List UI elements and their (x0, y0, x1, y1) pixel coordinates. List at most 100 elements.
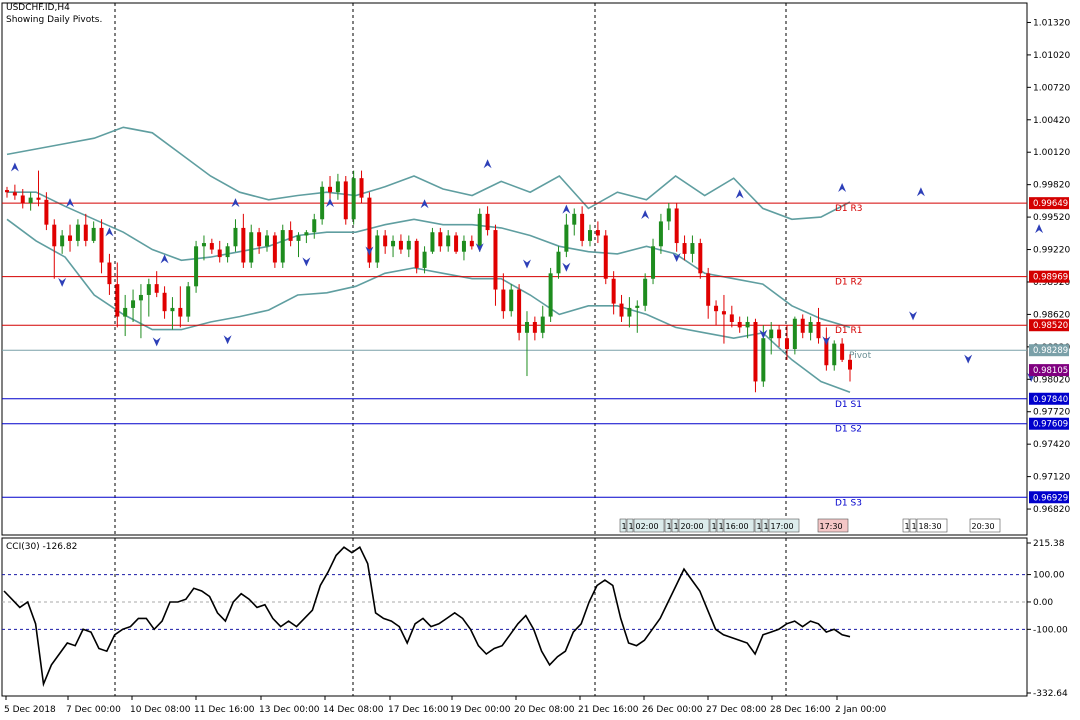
candle-body (186, 286, 191, 317)
time-tick-label: 11 Dec 16:00 (194, 705, 255, 715)
timeframe-tag: 1 (622, 522, 627, 531)
candle-body (651, 246, 656, 279)
timeframe-tag: 18:30 (919, 522, 942, 531)
time-tick-label: 14 Dec 08:00 (323, 705, 384, 715)
candle-body (745, 321, 750, 328)
candle-body (454, 235, 459, 252)
time-tick-label: 28 Dec 16:00 (770, 705, 831, 715)
level-price-tag: 0.97840 (1033, 395, 1068, 405)
fractal-arrows (10, 159, 1044, 383)
timeframe-tag: 1 (667, 522, 672, 531)
candle-body (737, 321, 742, 328)
level-price-tag: 0.97609 (1033, 420, 1068, 430)
level-label: D1 R2 (835, 278, 863, 288)
timeframe-tag: 1 (757, 522, 762, 531)
candle-body (595, 230, 600, 236)
candle-body (564, 224, 569, 252)
candle-body (422, 251, 427, 268)
timeframe-tag-box (626, 518, 634, 533)
candle-body (430, 232, 435, 252)
candle-body (588, 230, 593, 241)
candle-body (469, 240, 474, 247)
candle-body (816, 321, 821, 339)
timeframe-tag-box (716, 518, 724, 533)
level-label: D1 S1 (835, 400, 862, 410)
cci-tick-label: 215.38 (1033, 539, 1065, 549)
candle-body (170, 307, 175, 312)
fractal-up-icon (326, 198, 335, 208)
bollinger-lower-band (6, 218, 851, 394)
fractal-down-icon (58, 277, 67, 287)
candle-body (288, 230, 293, 241)
level-label: D1 S3 (835, 498, 862, 508)
price-tick-label: 1.01320 (1033, 18, 1070, 28)
candle-body (312, 219, 317, 233)
main-chart-frame (1, 2, 1028, 536)
candle-body (800, 318, 805, 333)
level-price-tag-bg (1029, 319, 1069, 332)
timeframe-tag-box (723, 518, 755, 533)
timeframe-tag-box (678, 518, 710, 533)
price-tick-label: 0.96820 (1033, 505, 1070, 515)
candle-body (777, 329, 782, 339)
time-tick-label: 17 Dec 16:00 (388, 705, 449, 715)
fractal-up-icon (916, 187, 925, 197)
candle-body (52, 224, 57, 247)
candle-body (658, 221, 663, 247)
main-chart-grid (1, 2, 1028, 697)
fractal-up-icon (735, 189, 744, 199)
cci-tick-label: -332.64 (1033, 689, 1068, 699)
timeframe-tag-box (671, 518, 679, 533)
timeframe-tag-box (619, 518, 627, 533)
candle-body (761, 338, 766, 382)
candle-body (603, 235, 608, 279)
level-label: D1 S2 (835, 425, 862, 435)
fractal-up-icon (105, 227, 114, 237)
timeframe-tag: 1 (629, 522, 634, 531)
candle-body (296, 235, 301, 241)
candle-body (714, 305, 719, 312)
candle-body (509, 289, 514, 312)
timeframe-tag: 16:00 (726, 522, 749, 531)
price-scale[interactable]: 1.01320 1.01020 1.00720 1.00420 1.00120 0.998… (1027, 18, 1070, 515)
time-tick-label: 19 Dec 00:00 (450, 705, 511, 715)
candle-body (666, 208, 671, 222)
timeframe-tag: 1 (764, 522, 769, 531)
candle-body (304, 232, 309, 236)
time-tick-label: 5 Dec 2018 (4, 705, 56, 715)
timeframe-tag-box (664, 518, 672, 533)
price-candles[interactable] (5, 170, 852, 393)
candle-body (446, 235, 451, 247)
timeframe-tag-current-box (817, 518, 849, 533)
candle-body (635, 305, 640, 308)
level-price-tag-bg (1029, 270, 1069, 283)
cci-line (3, 546, 851, 688)
candle-body (383, 235, 388, 247)
current-price-tag-bg (1029, 364, 1069, 377)
candle-body (721, 311, 726, 315)
bollinger-upper-band (6, 126, 851, 221)
timeframe-tag-box (709, 518, 717, 533)
candle-body (540, 316, 545, 333)
timeframe-tag: 1 (912, 522, 917, 531)
candle-body (115, 284, 120, 317)
candle-body (162, 292, 167, 312)
candle-body (5, 190, 9, 193)
level-label: D1 R1 (835, 326, 863, 336)
fractal-down-icon (223, 335, 232, 345)
fractal-up-icon (231, 198, 240, 208)
candle-body (501, 289, 506, 312)
candle-body (257, 232, 262, 247)
level-price-tag-bg (1029, 344, 1069, 357)
price-tick-label: 0.99220 (1033, 246, 1070, 256)
cci-indicator-pane[interactable]: 215.38 100.00 0.00 -100.00 -332.64 (2, 539, 1068, 699)
current-price-tag: 0.98105 (1033, 366, 1068, 376)
fractal-down-icon (822, 336, 831, 346)
fractal-down-icon (672, 253, 681, 263)
candle-body (548, 273, 553, 317)
level-price-tag: 0.98520 (1033, 321, 1068, 331)
timeframe-tag: 02:00 (636, 522, 659, 531)
candle-body (264, 235, 269, 247)
candle-body (335, 181, 340, 193)
